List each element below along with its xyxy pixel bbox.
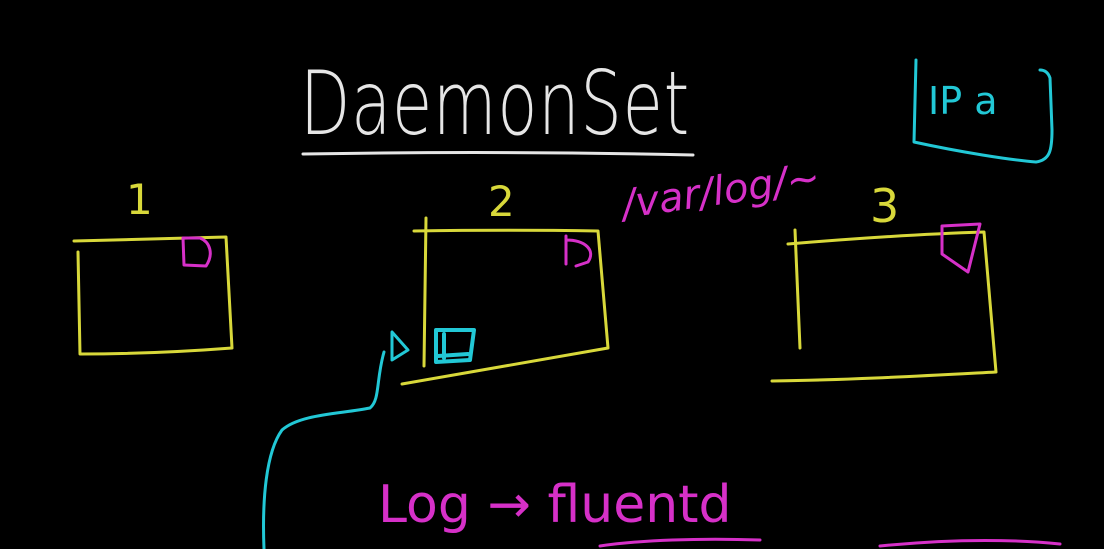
daemon-flow-arrow [262,330,410,549]
diagram-title: DaemonSet [300,52,690,155]
node-2: 2 [400,177,610,386]
ip-badge-frame [912,58,1054,164]
cut-off-stroke [598,537,1062,548]
node-label: 1 [126,175,153,224]
title-group: DaemonSet [300,52,695,157]
node-label: 3 [870,179,899,233]
log-path-label: /var/log/~ [616,155,823,229]
arrow-head-icon [390,330,410,362]
pod-icon [564,234,593,268]
node-label: 2 [488,177,515,226]
log-fluentd-text: Log → fluentd [378,475,732,535]
daemon-pod-icon [434,328,476,364]
node-box-left-edge [793,228,802,350]
ip-badge-text: IP a [928,79,998,123]
pod-icon [940,222,982,274]
node-box [72,235,234,356]
title-underline [301,151,695,157]
node-box [770,230,998,383]
ip-badge: IP a [912,58,1054,164]
node-box-left-edge [422,216,428,368]
arrow-line [262,350,386,549]
node-box [400,228,610,386]
pod-icon [181,236,212,268]
node-1: 1 [72,175,234,356]
node-3: 3 [770,179,998,383]
